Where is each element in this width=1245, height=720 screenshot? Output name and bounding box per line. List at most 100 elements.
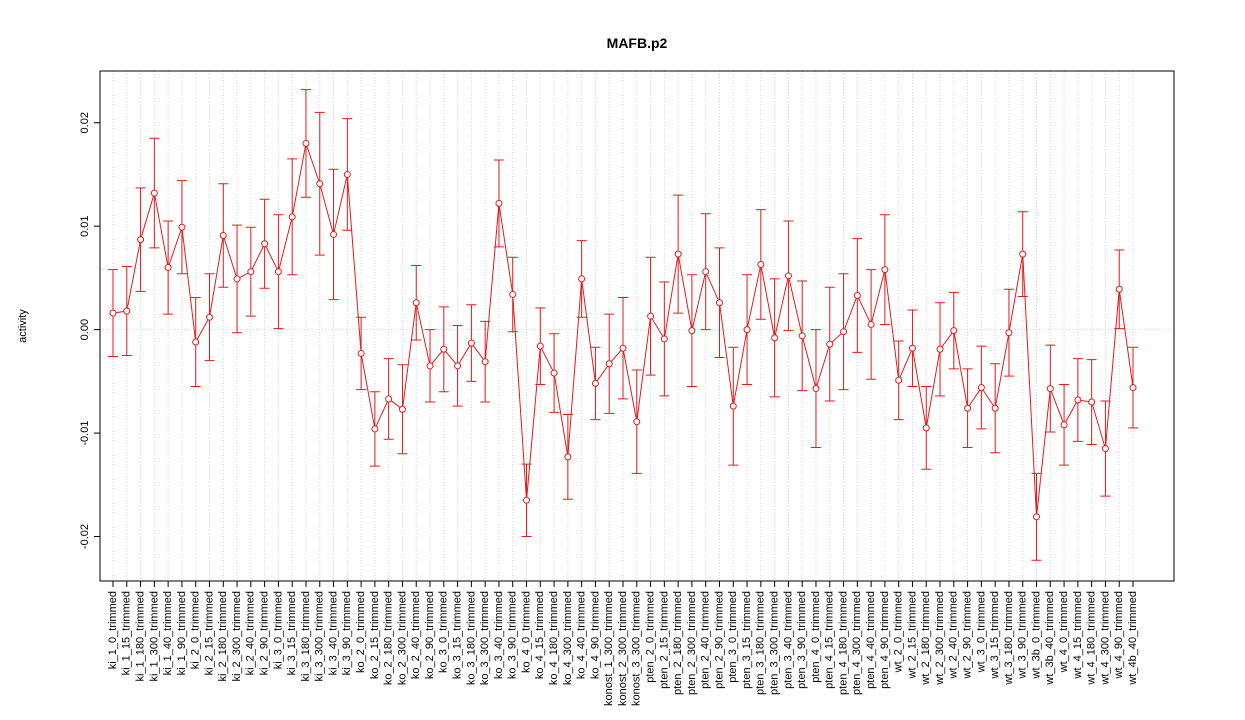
x-tick-label: ki_3_300_trimmed [314,591,326,682]
x-tick-label: ko_4_40_trimmed [576,591,588,679]
x-tick-label: ko_2_0_trimmed [355,591,367,673]
point [1074,396,1082,404]
x-tick-label: konost_1_300_trimmed [603,591,615,706]
point [895,376,903,384]
point [454,362,462,370]
point [467,339,475,347]
point [371,425,379,433]
point [674,250,682,258]
point [798,332,806,340]
x-tick-label: wt_4_180_trimmed [1086,591,1098,686]
point [1033,513,1041,521]
x-tick-label: pten_2_180_trimmed [672,591,684,695]
x-tick-label: ko_2_40_trimmed [410,591,422,679]
x-tick-label: ko_4_180_trimmed [548,591,560,685]
x-tick-label: pten_4_300_trimmed [851,591,863,695]
point [123,307,131,315]
x-tick-label: ki_1_300_trimmed [148,591,160,682]
x-tick-label: konost_2_300_trimmed [617,591,629,706]
point [757,260,765,268]
x-tick-label: ko_3_15_trimmed [452,591,464,679]
point [729,402,737,410]
point [178,223,186,231]
x-tick-label: pten_3_180_trimmed [755,591,767,695]
point [977,384,985,392]
x-tick-label: wt_3_180_trimmed [1003,591,1015,686]
plot-frame [99,70,1175,582]
x-tick-label: ki_1_40_trimmed [162,591,174,675]
point [1005,329,1013,337]
x-tick-label: ki_1_90_trimmed [176,591,188,675]
x-tick-label: ki_2_15_trimmed [203,591,215,675]
point [853,291,861,299]
y-tick-label: 0.02 [79,112,91,133]
x-tick-label: pten_2_90_trimmed [713,591,725,689]
point [936,345,944,353]
point [302,139,310,147]
point [274,268,282,276]
y-axis-label: activity [17,309,29,343]
x-tick-label: pten_4_90_trimmed [879,591,891,689]
x-tick-label: wt_3_0_trimmed [975,591,987,673]
x-tick-label: ki_2_40_trimmed [245,591,257,675]
point [385,395,393,403]
point [922,424,930,432]
point [619,344,627,352]
x-tick-label: ki_3_40_trimmed [327,591,339,675]
x-tick-label: pten_4_15_trimmed [824,591,836,689]
x-tick-label: pten_2_0_trimmed [644,591,656,683]
point [137,236,145,244]
x-tick-label: wt_3_15_trimmed [989,591,1001,679]
x-tick-label: wt_3b_40_trimmed [1044,591,1056,686]
x-tick-label: ko_3_40_trimmed [493,591,505,679]
point [247,268,255,276]
y-tick-label: 0.00 [79,319,91,340]
x-tick-label: wt_2_15_trimmed [906,591,918,679]
point [578,275,586,283]
point [660,335,668,343]
x-tick-label: ko_3_90_trimmed [507,591,519,679]
x-tick-label: ko_4_90_trimmed [589,591,601,679]
point [523,496,531,504]
point [495,199,503,207]
point [647,312,655,320]
point [426,362,434,370]
point [826,340,834,348]
point [1129,384,1137,392]
point [964,404,972,412]
point [398,405,406,413]
point [481,358,489,366]
x-tick-label: ki_2_300_trimmed [231,591,243,682]
x-tick-label: ko_2_15_trimmed [369,591,381,679]
point [867,320,875,328]
x-tick-label: ko_3_180_trimmed [465,591,477,685]
point [1046,385,1054,393]
y-tick-label: -0.01 [79,421,91,446]
x-tick-label: ko_2_180_trimmed [383,591,395,685]
point [1019,250,1027,258]
point [605,360,613,368]
point [357,349,365,357]
x-tick-label: pten_3_90_trimmed [796,591,808,689]
point [150,189,158,197]
x-tick-label: ko_4_15_trimmed [534,591,546,679]
point [192,338,200,346]
x-tick-label: ki_2_180_trimmed [217,591,229,682]
x-tick-label: wt_2_90_trimmed [962,591,974,679]
x-tick-label: wt_4_15_trimmed [1072,591,1084,679]
x-tick-label: wt_4_300_trimmed [1099,591,1111,686]
x-tick-label: wt_2_0_trimmed [893,591,905,673]
point [950,327,958,335]
point [109,309,117,317]
point [840,328,848,336]
point [205,313,213,321]
x-tick-label: pten_4_40_trimmed [865,591,877,689]
x-tick-label: pten_4_180_trimmed [837,591,849,695]
x-tick-label: wt_2_300_trimmed [934,591,946,686]
x-tick-label: ki_3_90_trimmed [341,591,353,675]
point [633,418,641,426]
point [688,327,696,335]
x-tick-label: ki_1_180_trimmed [134,591,146,682]
point [1115,285,1123,293]
